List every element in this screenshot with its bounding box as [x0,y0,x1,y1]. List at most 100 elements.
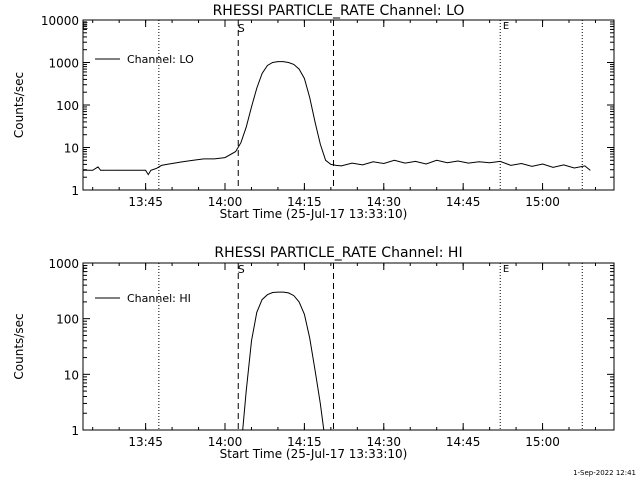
data-point [100,170,101,171]
x-tick-label: 14:00 [208,435,243,449]
x-axis-label: Start Time (25-Jul-17 13:33:10) [220,447,408,461]
data-point [282,61,284,62]
x-tick-label: 14:45 [446,435,481,449]
x-tick-label: 14:00 [208,195,243,209]
edge-marker-label: E [82,264,88,275]
y-tick-label: 1000 [48,257,79,271]
x-tick-label: 14:45 [446,195,481,209]
end-marker-label: E [503,21,509,32]
data-point [293,64,295,65]
data-point [277,61,279,62]
y-tick-label: 10 [64,142,79,156]
data-point [319,143,321,145]
data-point [383,163,385,164]
data-point [282,291,284,293]
data-point [224,157,226,158]
data-point [309,97,310,98]
y-tick-label: 1 [71,424,79,438]
data-point [267,65,268,66]
data-point [574,167,575,169]
data-point [261,299,263,300]
x-axis-label: Start Time (25-Jul-17 13:33:10) [220,207,408,221]
data-point [584,165,586,167]
data-point [563,164,565,166]
data-point [161,165,162,166]
data-point [272,62,273,63]
data-point [362,164,363,166]
data-point [92,170,94,171]
data-point [314,369,316,371]
data-point [242,429,243,431]
data-point [192,159,194,161]
data-point [97,166,99,168]
data-point [319,403,321,404]
data-point [235,151,236,152]
legend-label: Channel: HI [127,292,191,305]
data-point [415,161,416,162]
series-line [242,291,325,431]
data-point [304,313,305,315]
data-point [82,170,84,171]
data-point [214,158,215,160]
data-point [510,165,512,166]
data-point [304,78,305,79]
x-tick-label: 14:30 [366,195,401,209]
data-point [351,162,353,164]
data-point [251,340,252,342]
data-point [288,62,289,63]
data-point [245,126,247,128]
data-point [298,68,300,70]
data-point [256,87,258,89]
y-tick-label: 10 [64,368,79,382]
data-point [589,170,591,171]
series-line [83,61,591,176]
data-point [468,162,469,164]
data-point [245,390,247,392]
data-point [171,163,173,164]
data-point [404,162,406,164]
data-point [256,312,258,313]
data-point [372,161,374,163]
data-point [261,73,263,74]
y-axis-label: Counts/sec [12,72,26,138]
start-marker-label: S [238,263,245,276]
x-tick-label: 14:15 [287,195,322,209]
data-point [309,337,310,339]
data-point [489,162,490,163]
chart-title: RHESSI PARTICLE_RATE Channel: HI [214,245,462,261]
data-point [323,429,325,431]
data-point [251,106,252,108]
y-tick-label: 1 [71,184,79,198]
data-point [203,158,205,160]
data-point [166,164,168,165]
data-point [118,170,120,171]
data-point [325,159,326,161]
x-tick-label: 13:45 [128,195,163,209]
y-axis-label: Counts/sec [12,313,26,379]
x-tick-label: 14:15 [287,435,322,449]
x-tick-label: 15:00 [525,435,560,449]
data-point [240,142,242,143]
y-tick-label: 100 [56,313,79,327]
data-point [341,165,342,167]
data-point [436,159,438,161]
data-point [335,165,337,166]
footer-timestamp: 1-Sep-2022 12:41 [573,469,636,477]
x-tick-label: 15:00 [525,195,560,209]
start-marker-label: S [238,22,245,35]
data-point [330,164,332,165]
data-point [314,121,316,123]
plot-frame [82,262,615,431]
data-point [531,166,533,167]
y-tick-label: 1000 [48,57,79,71]
x-tick-label: 13:45 [128,435,163,449]
data-point [155,168,157,169]
end-marker-label: E [503,264,509,275]
panel-lo: RHESSI PARTICLE_RATE Channel: LO 1 10 100 10… [12,3,615,221]
chart-title: RHESSI PARTICLE_RATE Channel: LO [213,3,465,19]
data-point [478,161,480,163]
data-point [521,163,522,164]
y-tick-label: 100 [56,99,79,113]
data-point [394,159,395,161]
data-point [150,170,152,171]
